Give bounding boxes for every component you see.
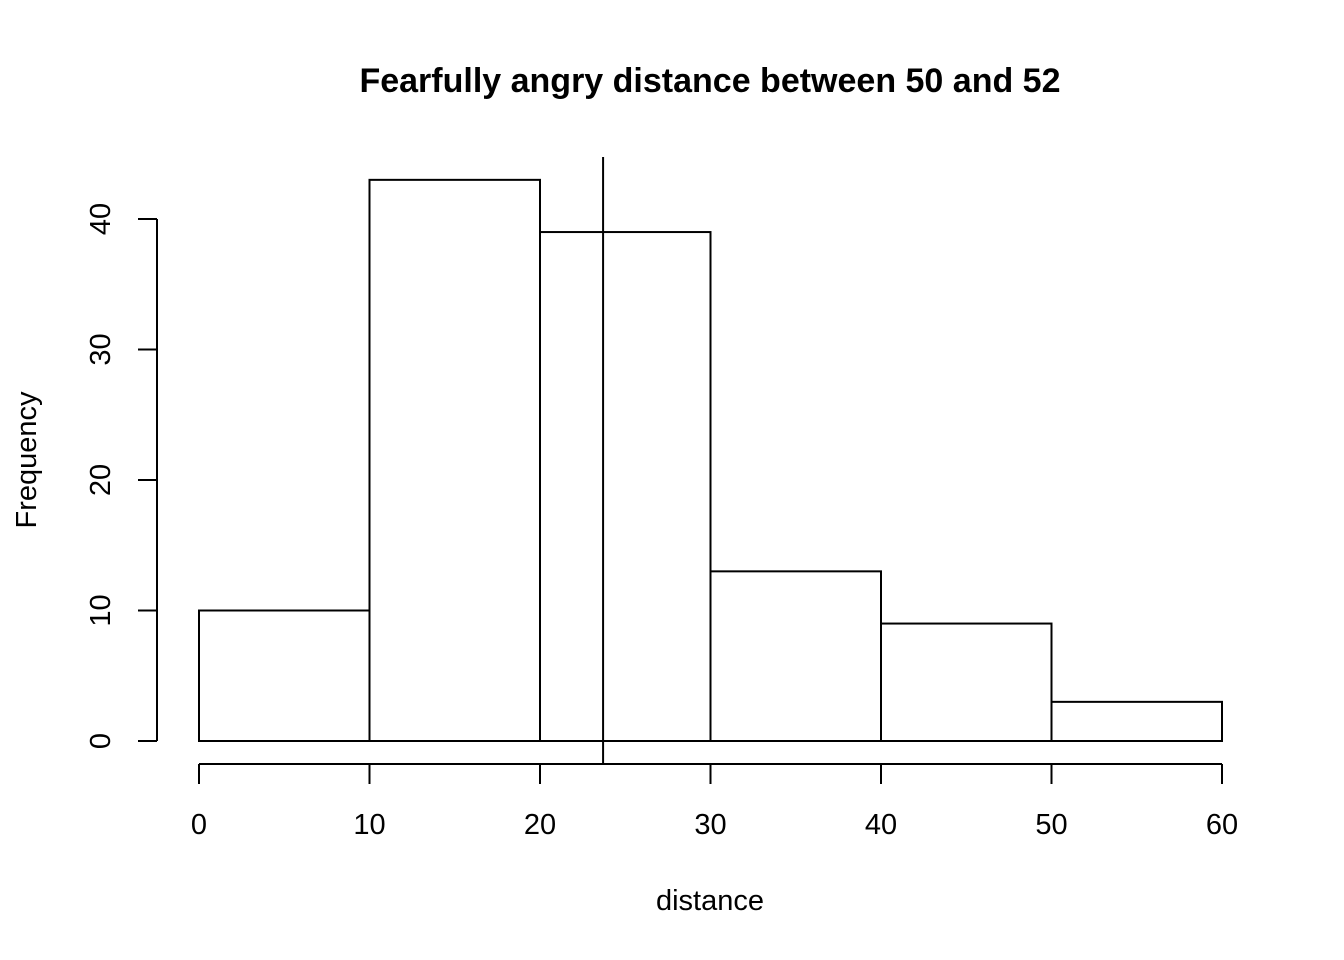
histogram-bar: [198, 609, 371, 742]
x-tick-label: 30: [694, 809, 726, 841]
x-tick-label: 40: [865, 809, 897, 841]
x-axis-label: distance: [656, 885, 764, 917]
x-tick-label: 20: [524, 809, 556, 841]
x-tick-label: 60: [1206, 809, 1238, 841]
y-tick-label: 10: [85, 594, 117, 626]
x-tick-label: 0: [191, 809, 207, 841]
bars-group: [198, 178, 1223, 743]
histogram-bar: [880, 622, 1053, 742]
chart-title: Fearfully angry distance between 50 and …: [359, 62, 1060, 100]
y-tick-label: 40: [85, 203, 117, 235]
histogram-bar: [539, 231, 712, 743]
y-axis: 0 10 20 30 40: [85, 203, 158, 749]
x-axis: 0 10 20 30 40 50 60: [191, 763, 1238, 841]
y-tick-label: 30: [85, 333, 117, 365]
histogram-bar: [1050, 700, 1223, 742]
y-tick-label: 0: [85, 733, 117, 749]
y-tick-label: 20: [85, 464, 117, 496]
histogram-bar: [368, 178, 541, 743]
y-axis-label: Frequency: [11, 391, 43, 529]
histogram-bar: [709, 570, 882, 742]
x-tick-label: 50: [1035, 809, 1067, 841]
x-tick-label: 10: [353, 809, 385, 841]
